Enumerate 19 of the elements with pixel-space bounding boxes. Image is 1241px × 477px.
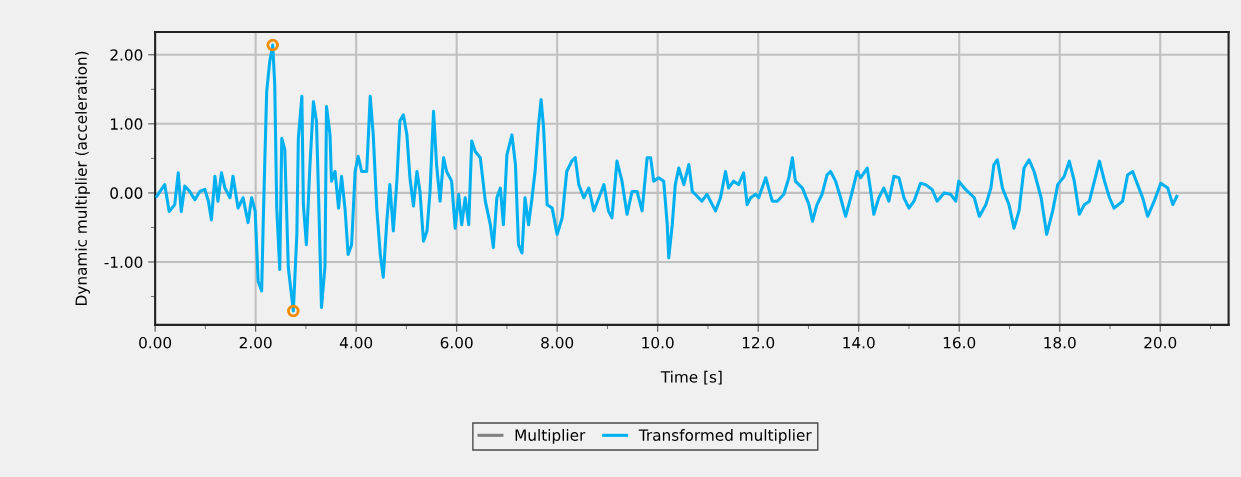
x-tick-label: 4.00	[339, 336, 373, 349]
legend-label: Multiplier	[515, 429, 586, 444]
x-tick-label: 0.00	[139, 336, 172, 349]
y-tick-label: 1.00	[110, 118, 143, 130]
x-axis-title: Time [s]	[660, 370, 722, 385]
legend-label: Transformed multiplier	[638, 429, 812, 444]
x-tick-label: 2.00	[239, 336, 272, 349]
y-tick-label: 2.00	[110, 49, 143, 61]
x-tick-label: 8.00	[541, 336, 574, 349]
y-tick-label: -1.00	[104, 256, 143, 268]
x-tick-label: 16.0	[943, 336, 976, 349]
x-tick-label: 12.0	[742, 336, 775, 349]
y-tick-label: 0.00	[110, 187, 143, 199]
x-tick-label: 20.0	[1144, 336, 1177, 349]
y-axis-title: Dynamic multiplier (acceleration)	[75, 51, 90, 305]
x-tick-label: 6.00	[440, 336, 473, 349]
x-tick-label: 14.0	[843, 336, 875, 349]
x-tick-label: 10.0	[642, 336, 674, 349]
x-tick-label: 18.0	[1044, 336, 1076, 349]
